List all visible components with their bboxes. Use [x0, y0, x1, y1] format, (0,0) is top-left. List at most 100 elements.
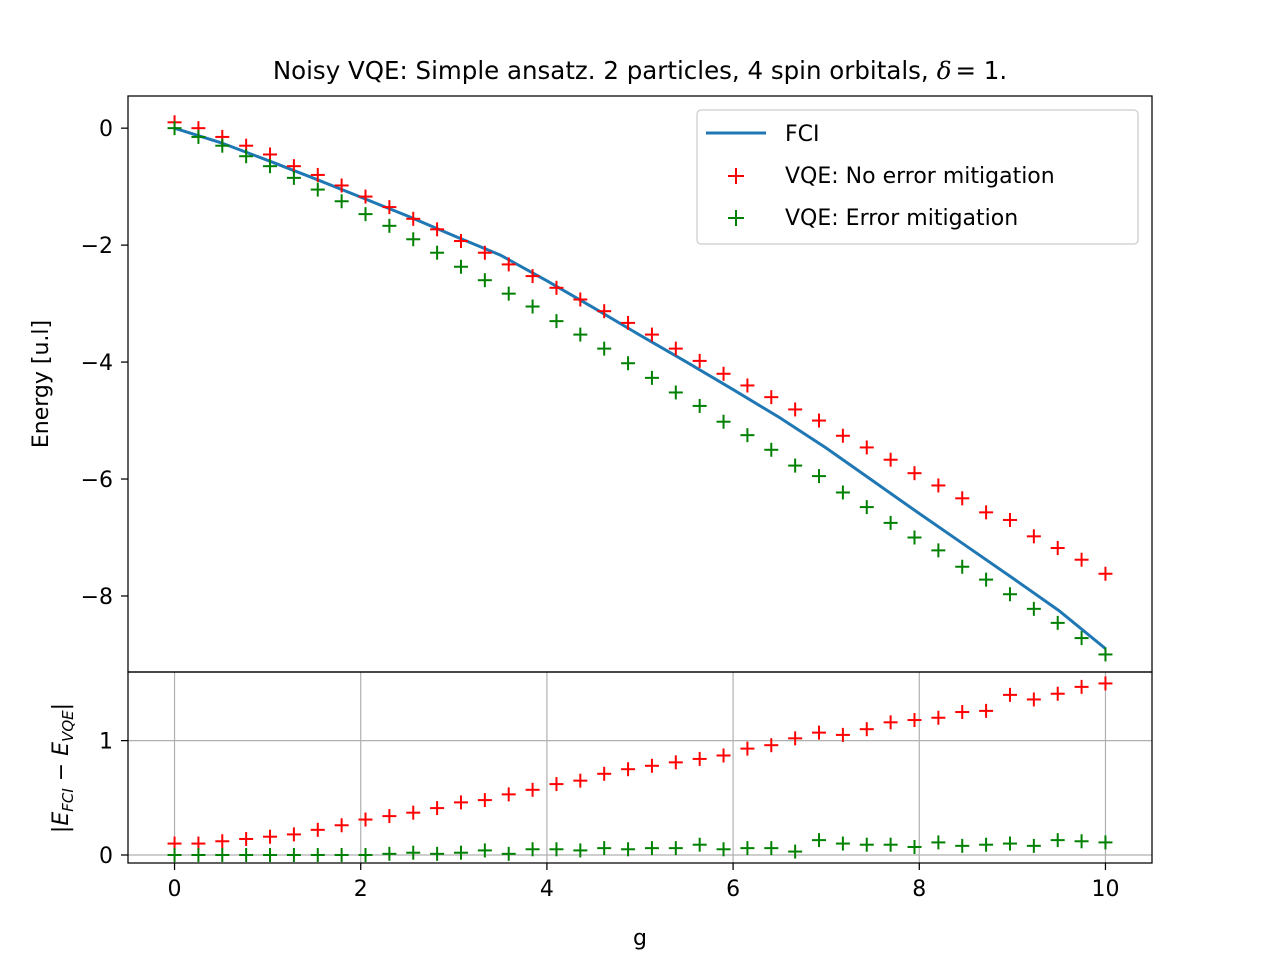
top-no-mitigation-point [358, 189, 373, 204]
bottom-mitigation-point [740, 841, 755, 856]
bottom-no-mitigation-point [1002, 687, 1017, 702]
bottom-no-mitigation-point [501, 787, 516, 802]
top-no-mitigation-point [1050, 541, 1065, 556]
bottom-no-mitigation-point [358, 812, 373, 827]
bottom-mitigation-point [716, 842, 731, 857]
top-y-tick-label: −8 [81, 585, 113, 610]
legend-label-no-mitigation: VQE: No error mitigation [785, 164, 1055, 189]
top-no-mitigation-point [573, 292, 588, 307]
bottom-mitigation-point [955, 838, 970, 853]
x-tick-label: 6 [726, 877, 740, 902]
top-no-mitigation-point [477, 245, 492, 260]
top-no-mitigation-point [382, 200, 397, 215]
chart-title: Noisy VQE: Simple ansatz. 2 particles, 4… [273, 56, 1007, 85]
bottom-mitigation-point [1098, 835, 1113, 850]
bottom-no-mitigation-point [740, 741, 755, 756]
bottom-no-mitigation-point [215, 834, 230, 849]
x-tick-label: 0 [168, 877, 182, 902]
bottom-no-mitigation-point [764, 738, 779, 753]
bottom-no-mitigation-point [1098, 676, 1113, 691]
top-y-axis: 0 −2 −4 −6 −8 [81, 117, 128, 610]
bottom-no-mitigation-point [859, 722, 874, 737]
top-mitigation-point [406, 232, 421, 247]
bottom-mitigation-point [979, 837, 994, 852]
bottom-ylabel-part-2: − E [49, 742, 74, 788]
bottom-no-mitigation-point [668, 755, 683, 770]
bottom-no-mitigation-point [310, 822, 325, 837]
bottom-mitigation-point [573, 843, 588, 858]
top-no-mitigation-point [501, 257, 516, 272]
top-mitigation-point [692, 398, 707, 413]
top-no-mitigation-point [334, 178, 349, 193]
bottom-no-mitigation-point [621, 762, 636, 777]
bottom-mitigation-point [167, 847, 182, 862]
bottom-y-tick-label: 1 [99, 730, 113, 755]
bottom-mitigation-point [477, 843, 492, 858]
top-mitigation-point [1074, 631, 1089, 646]
bottom-mitigation-point [597, 841, 612, 856]
top-y-axis-label: Energy [u.l] [29, 320, 54, 448]
bottom-mitigation-point [1074, 834, 1089, 849]
top-plot-marks [167, 115, 1113, 662]
top-no-mitigation-point [1074, 552, 1089, 567]
top-mitigation-point [597, 341, 612, 356]
top-mitigation-point [644, 370, 659, 385]
x-tick-label: 8 [912, 877, 926, 902]
bottom-mitigation-point [764, 841, 779, 856]
bottom-no-mitigation-point [812, 725, 827, 740]
bottom-no-mitigation-point [644, 758, 659, 773]
top-mitigation-point [549, 314, 564, 329]
top-mitigation-point [453, 259, 468, 274]
top-mitigation-point [764, 442, 779, 457]
top-mitigation-point [167, 121, 182, 136]
bottom-no-mitigation-point [286, 827, 301, 842]
bottom-no-mitigation-point [263, 829, 278, 844]
bottom-mitigation-point [334, 847, 349, 862]
top-y-tick-label: −4 [81, 351, 113, 376]
bottom-mitigation-point [788, 844, 803, 859]
bottom-mitigation-point [883, 837, 898, 852]
bottom-mitigation-point [453, 845, 468, 860]
top-mitigation-point [382, 218, 397, 233]
top-mitigation-point [859, 500, 874, 515]
x-tick-label: 2 [354, 877, 368, 902]
fci-line [174, 126, 1107, 650]
bottom-y-axis-label: |EFCI − EVQE| [49, 703, 77, 833]
bottom-no-mitigation-point [955, 705, 970, 720]
bottom-no-mitigation-point [692, 751, 707, 766]
top-mitigation-point [525, 299, 540, 314]
legend-mitigation-marker [728, 210, 744, 226]
bottom-mitigation-point [812, 833, 827, 848]
x-tick-label: 4 [540, 877, 554, 902]
bottom-no-mitigation-point [1050, 686, 1065, 701]
top-mitigation-point [263, 159, 278, 174]
bottom-y-axis: 01 [99, 730, 128, 869]
bottom-mitigation-point [525, 842, 540, 857]
top-mitigation-point [286, 170, 301, 185]
top-no-mitigation-point [859, 440, 874, 455]
top-no-mitigation-point [549, 280, 564, 295]
bottom-no-mitigation-point [907, 713, 922, 728]
top-mitigation-point [477, 273, 492, 288]
bottom-no-mitigation-point [430, 801, 445, 816]
top-mitigation-point [501, 286, 516, 301]
bottom-mitigation-point [1026, 838, 1041, 853]
top-no-mitigation-point [1002, 512, 1017, 527]
top-no-mitigation-point [788, 402, 803, 417]
legend-no-mitigation-marker [728, 168, 744, 184]
bottom-mitigation-point [310, 847, 325, 862]
top-no-mitigation-point [1098, 566, 1113, 581]
top-mitigation-point [310, 182, 325, 197]
bottom-no-mitigation-point [1074, 679, 1089, 694]
top-mitigation-point [1026, 601, 1041, 616]
top-no-mitigation-point [263, 147, 278, 162]
top-y-tick-label: −6 [81, 468, 113, 493]
top-y-tick-label: 0 [99, 117, 113, 142]
top-mitigation-point [358, 207, 373, 222]
top-no-mitigation-point [812, 413, 827, 428]
top-no-mitigation-point [1026, 529, 1041, 544]
x-axis-label: g [633, 926, 647, 951]
bottom-no-mitigation-point [883, 715, 898, 730]
bottom-no-mitigation-point [573, 773, 588, 788]
bottom-mitigation-point [907, 839, 922, 854]
